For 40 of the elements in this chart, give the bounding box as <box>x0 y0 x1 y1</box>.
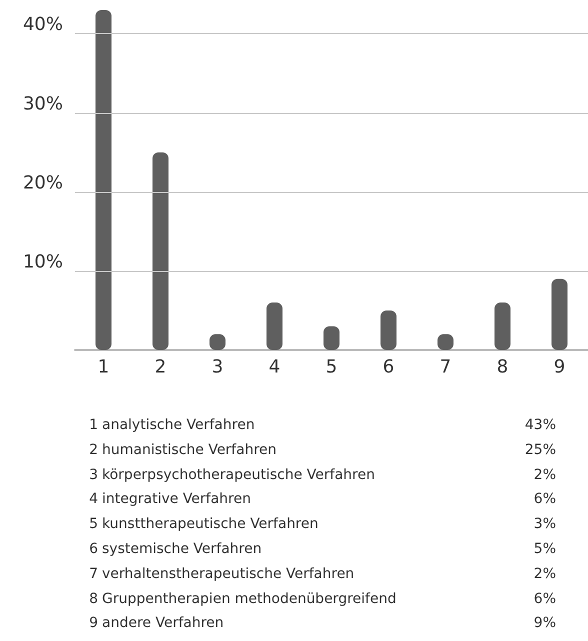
y-tick-label: 30% <box>22 93 63 114</box>
text: 9% <box>534 614 556 634</box>
text: verhaltenstherapeutische Verfahren <box>102 564 354 584</box>
text: 3 <box>88 466 98 485</box>
text: 2% <box>534 564 556 584</box>
x-tick-label: 1 <box>98 356 110 378</box>
text: integrative Verfahren <box>102 490 251 510</box>
text: 5 <box>88 515 98 534</box>
x-tick-label: 5 <box>326 356 338 378</box>
y-tick-label: 40% <box>22 14 63 36</box>
text: kunsttherapeutische Verfahren <box>102 515 318 534</box>
text: 6 <box>88 540 98 559</box>
x-tick-label: 2 <box>154 356 166 378</box>
text: körperpsychotherapeutische Verfahren <box>102 466 375 485</box>
x-tick-label: 9 <box>554 356 566 378</box>
text: 1 <box>88 416 98 435</box>
text: andere Verfahren <box>102 614 224 634</box>
text: 2% <box>534 466 556 485</box>
text: Gruppentherapien methodenübergreifend <box>102 590 396 609</box>
text: analytische Verfahren <box>102 416 255 435</box>
text: 4 <box>88 490 98 510</box>
text: 6% <box>534 490 556 510</box>
text: humanistische Verfahren <box>102 440 277 460</box>
text: 9 <box>88 614 98 634</box>
x-tick-label: 3 <box>212 356 224 378</box>
text: 5% <box>534 540 556 559</box>
x-tick-label: 7 <box>440 356 452 378</box>
text: systemische Verfahren <box>102 540 262 559</box>
y-tick-label: 20% <box>22 172 63 194</box>
x-tick-label: 6 <box>382 356 394 378</box>
text: 3% <box>534 515 556 534</box>
text: 43% <box>524 416 556 435</box>
text: 2 <box>88 440 98 460</box>
x-tick-label: 4 <box>268 356 280 378</box>
text: 25% <box>524 440 556 460</box>
x-tick-label: 8 <box>496 356 508 378</box>
text: 8 <box>88 590 98 609</box>
text: 6% <box>534 590 556 609</box>
y-tick-label: 10% <box>22 251 63 272</box>
text: 7 <box>88 564 98 584</box>
